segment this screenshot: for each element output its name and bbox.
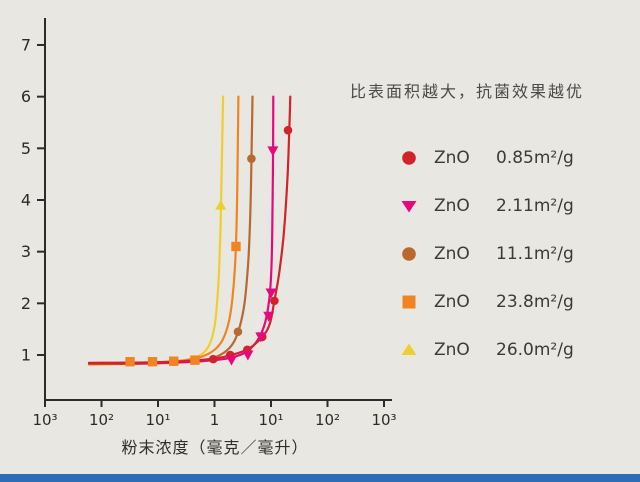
x-tick-label: 10¹ xyxy=(258,411,283,429)
curve-ZnO 2.11m²/g xyxy=(87,95,275,365)
triangle-down-marker-icon xyxy=(401,201,417,213)
data-point xyxy=(263,311,275,322)
legend-series-name: ZnO xyxy=(434,244,470,264)
bottom-blue-bar xyxy=(0,474,640,482)
data-point xyxy=(147,357,158,367)
legend-series-name: ZnO xyxy=(434,196,470,216)
legend-row: ZnO 2.11m²/g xyxy=(398,182,574,230)
legend-series-value: 2.11m²/g xyxy=(496,196,574,216)
y-tick-label: 4 xyxy=(21,190,31,209)
data-point xyxy=(283,125,293,135)
data-point xyxy=(231,241,241,252)
legend-series-value: 23.8m²/g xyxy=(496,292,574,312)
circle-marker-icon xyxy=(402,151,416,165)
legend-series-value: 11.1m²/g xyxy=(496,244,574,264)
data-point xyxy=(190,355,200,365)
y-tick-label: 3 xyxy=(21,242,31,261)
data-point xyxy=(242,350,254,361)
square-marker-icon xyxy=(402,295,416,309)
legend-row: ZnO 11.1m²/g xyxy=(398,230,574,278)
data-point xyxy=(215,199,227,210)
x-tick-label: 10³ xyxy=(32,411,57,429)
y-tick-label: 2 xyxy=(21,294,31,313)
triangle-up-marker-icon xyxy=(401,343,417,355)
circle-shape xyxy=(402,247,416,261)
y-tick-label: 7 xyxy=(21,35,31,54)
circle-shape xyxy=(402,151,416,165)
circle-marker-icon xyxy=(402,247,416,261)
triangle-up-shape xyxy=(401,343,417,355)
legend-row: ZnO 23.8m²/g xyxy=(398,278,574,326)
x-axis-title: 粉末浓度（毫克／毫升） xyxy=(121,438,309,457)
data-point xyxy=(270,296,279,306)
data-point xyxy=(125,357,135,367)
data-point xyxy=(265,288,277,299)
y-tick-label: 1 xyxy=(21,346,31,365)
data-point xyxy=(255,332,267,343)
triangle-down-shape xyxy=(401,201,417,213)
legend-series-value: 26.0m²/g xyxy=(496,340,574,360)
x-tick-label: 10¹ xyxy=(145,411,170,429)
legend-series-name: ZnO xyxy=(434,148,470,168)
legend-row: ZnO 0.85m²/g xyxy=(398,134,574,182)
data-point xyxy=(267,146,279,157)
legend-series-name: ZnO xyxy=(434,340,470,360)
data-point xyxy=(226,355,238,366)
legend-series-name: ZnO xyxy=(434,292,470,312)
data-point xyxy=(208,354,218,364)
x-tick-label: 10³ xyxy=(371,411,396,429)
x-tick-label: 1 xyxy=(210,411,220,429)
legend-series-value: 0.85m²/g xyxy=(496,148,574,168)
chart-annotation: 比表面积越大，抗菌效果越优 xyxy=(350,82,585,101)
x-tick-label: 10² xyxy=(89,411,114,429)
y-tick-label: 6 xyxy=(21,87,31,106)
data-point xyxy=(233,327,243,337)
curve-ZnO 0.85m²/g xyxy=(87,95,292,364)
curve-ZnO 26.0m²/g xyxy=(87,95,225,366)
y-tick-label: 5 xyxy=(21,139,31,158)
legend: ZnO 0.85m²/g ZnO 2.11m²/g ZnO 11.1m²/g ZnO 23.8… xyxy=(398,134,574,374)
square-shape xyxy=(402,295,416,309)
legend-row: ZnO 26.0m²/g xyxy=(398,326,574,374)
data-point xyxy=(169,356,179,366)
data-point xyxy=(247,154,256,163)
x-tick-label: 10² xyxy=(315,411,340,429)
